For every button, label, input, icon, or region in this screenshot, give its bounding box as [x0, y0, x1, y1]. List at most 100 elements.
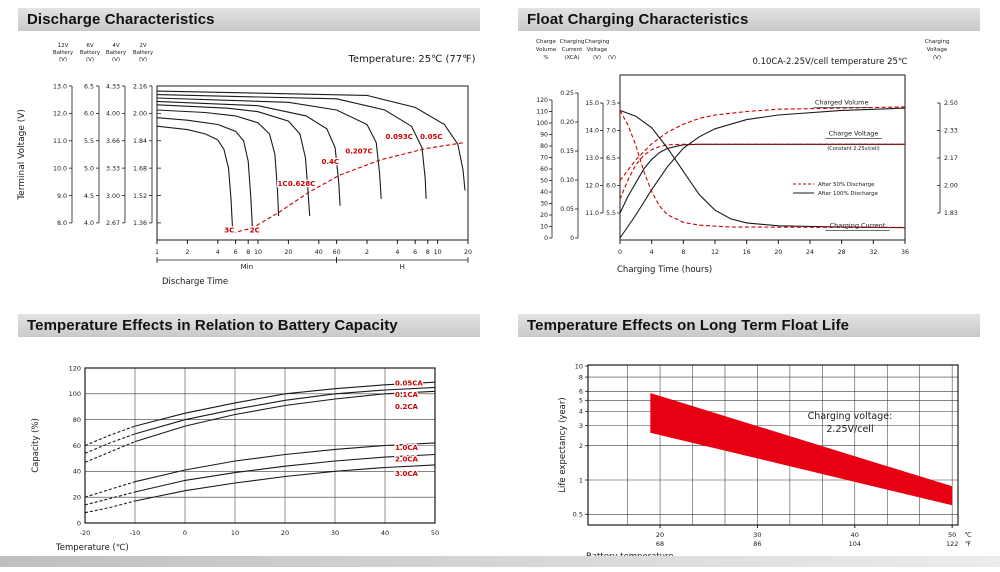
x-tick: 4 [650, 249, 654, 256]
x-tick: 0 [183, 529, 187, 537]
life-expectancy-band [650, 393, 953, 506]
condition-note: 0.10CA-2.25V/cell temperature 25℃ [753, 57, 908, 67]
x-tick: 24 [806, 249, 814, 256]
panel-title-discharge: Discharge Characteristics [18, 8, 480, 31]
temperature-note: Temperature: 25℃ (77℉) [347, 54, 475, 65]
y-tick: 8 [579, 373, 583, 381]
series-0.1CA [134, 386, 436, 435]
scale-header: (V) [139, 57, 147, 63]
series-3C [156, 125, 234, 230]
right-axis-tick: 1.83 [944, 210, 958, 217]
x-tick: 40 [315, 249, 323, 256]
y-axis-title: Capacity (%) [31, 418, 41, 473]
y-tick: 80 [73, 416, 81, 424]
series-3.0CA [134, 464, 436, 502]
curve-label-2.0CA: 2.0CA [395, 456, 419, 464]
series-0.05CA [134, 381, 436, 427]
x-tick: 10 [231, 529, 239, 537]
y-tick: 6 [579, 388, 583, 396]
series-charge-voltage-50 [619, 143, 905, 200]
axis-header: (XCA) [564, 55, 579, 61]
scale-tick: 1.36 [133, 220, 147, 227]
scale-tick: 6.5 [84, 83, 94, 90]
curve-label-3.0CA: 3.0CA [395, 470, 419, 478]
scale-tick: 2.67 [106, 220, 120, 227]
x-tick: 6 [413, 249, 417, 256]
series-2C [156, 117, 253, 229]
scale-tick: 4.33 [106, 83, 120, 90]
scale-tick: 11.0 [53, 138, 67, 145]
series-1.0CA [134, 442, 436, 483]
x-tick: 30 [331, 529, 339, 537]
x-tick: 20 [774, 249, 782, 256]
y-tick: 40 [73, 468, 81, 476]
right-axis-tick: 2.17 [944, 155, 958, 162]
chart-float-svg: ChargeVolume%120110100908070605040302010… [536, 39, 958, 275]
x-tick-celsius: 50 [948, 531, 956, 539]
x-tick: 50 [431, 529, 439, 537]
x-tick: 28 [838, 249, 846, 256]
x-tick: 6 [234, 249, 238, 256]
x-tick: 2 [365, 249, 369, 256]
x-tick: 0 [618, 249, 622, 256]
y-axis-title: Terminal Voltage (V) [17, 109, 27, 201]
series-0.2CA-dashed [84, 441, 136, 463]
axis-tick: 110 [536, 109, 548, 116]
curve-label-1C: 1C [278, 180, 288, 188]
axis-tick: 7.5 [606, 100, 616, 107]
series-3.0CA-dashed [84, 500, 136, 514]
scale-tick: 8.0 [57, 220, 67, 227]
axis-header: Voltage [587, 47, 608, 53]
float-charging-chart: Charge Volume% 120 110 100 90 80 70 60 50 40 30 20 10… [500, 30, 1000, 302]
curve-label-0.2CA: 0.2CA [395, 403, 419, 411]
axis-tick: 7.0 [606, 128, 616, 135]
x-tick: 36 [901, 249, 909, 256]
right-axis-header: Voltage [927, 47, 948, 53]
scale-tick: 4.5 [84, 193, 94, 200]
series-2.0CA-dashed [84, 491, 136, 506]
series-2.0CA [134, 453, 436, 493]
charging-voltage-note-line1: Charging voltage: [808, 411, 893, 422]
chart-discharge-svg: Terminal Voltage (V)12VBattery(V)13.012.… [17, 43, 476, 287]
chart-tempcap-svg: -20 -10 0 10 20 30 40 50 0 20 40 60 80 100 120 Capacity… [31, 364, 439, 553]
x-tick-fahrenheit: 122 [946, 540, 958, 548]
scale-header: (V) [86, 57, 94, 63]
annotation: Charging Current [830, 222, 886, 230]
series-charge-voltage-100 [619, 143, 905, 214]
axis-tick: 40 [540, 189, 548, 196]
series-charged-volume-50 [619, 106, 906, 181]
axis-header: Current [562, 47, 584, 53]
x-tick: 20 [284, 249, 292, 256]
y-tick: 120 [69, 364, 81, 372]
x-tick: 8 [681, 249, 685, 256]
right-axis-tick: 2.50 [944, 100, 958, 107]
plot-box [587, 364, 959, 526]
x-tick: 10 [434, 249, 442, 256]
axis-header: Charging [560, 39, 585, 45]
x-tick: 10 [254, 249, 262, 256]
scale-header: Battery [133, 50, 154, 56]
axis-header: Charge [536, 39, 556, 45]
axis-tick: 100 [536, 120, 548, 127]
annotation: Charged Volume [815, 99, 869, 107]
x-axis-title: Discharge Time [162, 277, 228, 287]
curve-label-0.05CA: 0.05CA [395, 380, 423, 388]
curve-label-0.4C: 0.4C [322, 158, 340, 166]
x-tick-celsius: 20 [656, 531, 664, 539]
axis-tick: 80 [540, 143, 548, 150]
series-0.2CA [134, 390, 436, 443]
series-0.05C [156, 90, 466, 191]
scale-header: (V) [112, 57, 120, 63]
x-tick: 4 [395, 249, 399, 256]
scale-tick: 2.16 [133, 83, 147, 90]
series-0.093C [156, 94, 427, 199]
y-tick: 60 [73, 442, 81, 450]
scale-tick: 1.52 [133, 193, 147, 200]
curve-label-0.628C: 0.628C [288, 180, 315, 188]
x-tick-celsius: 40 [851, 531, 859, 539]
plot-box [156, 85, 469, 241]
curve-label-0.207C: 0.207C [345, 148, 372, 156]
curve-label-0.093C: 0.093C [386, 133, 413, 141]
axis-tick: 15.0 [585, 100, 599, 107]
axis-tick: 70 [540, 155, 548, 162]
